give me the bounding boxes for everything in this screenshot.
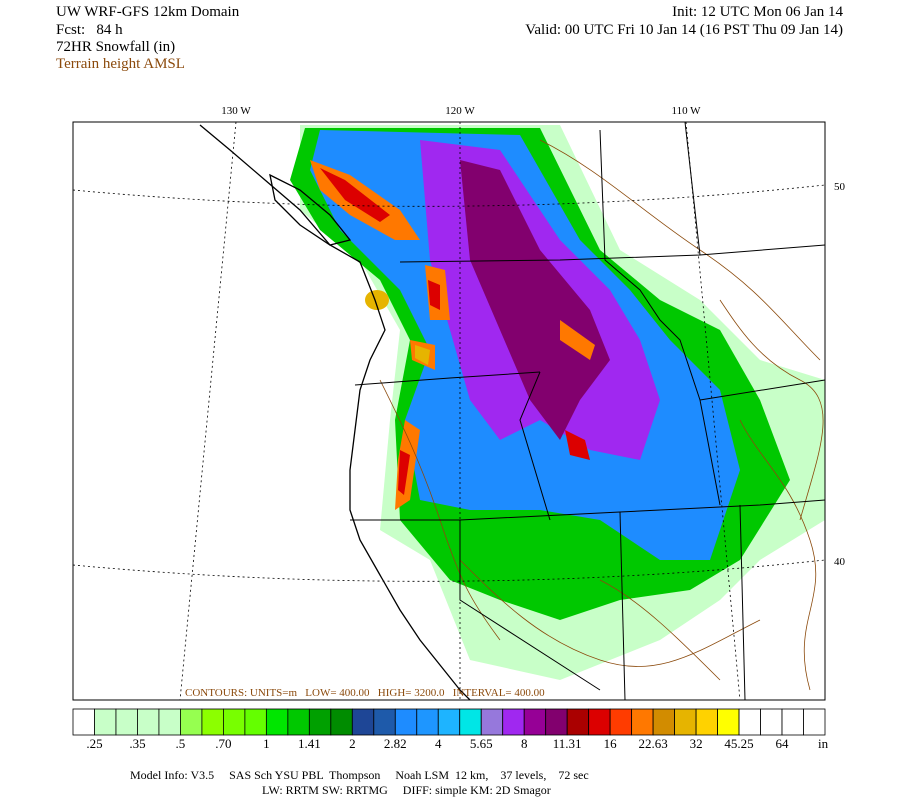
- colorbar-swatch: [695, 708, 718, 736]
- colorbar-swatch: [158, 708, 181, 736]
- forecast-hour: Fcst: 84 h: [56, 22, 123, 38]
- field-name: 72HR Snowfall (in): [56, 39, 175, 55]
- colorbar-swatch: [609, 708, 633, 736]
- borders: [350, 122, 825, 700]
- colorbar-label: .5: [176, 736, 186, 751]
- snow-orange: [310, 160, 595, 510]
- snow-gold: [365, 290, 430, 365]
- colorbar-swatch: [781, 708, 804, 736]
- colorbar-swatch: [351, 708, 375, 736]
- colorbar-swatch: [652, 708, 675, 736]
- colorbar-swatch: [717, 708, 740, 736]
- colorbar-swatch: [545, 708, 568, 736]
- colorbar-label: .25: [86, 736, 102, 751]
- colorbar-swatch: [459, 708, 482, 736]
- snow-dark-purple: [460, 160, 610, 440]
- lon-label: 110 W: [671, 105, 701, 117]
- graticule: [73, 122, 825, 700]
- colorbar-swatch: [803, 708, 826, 736]
- colorbar-swatch: [330, 708, 353, 736]
- colorbar-swatch: [523, 708, 547, 736]
- colorbar-swatch: [631, 708, 654, 736]
- colorbar-swatch: [222, 708, 246, 736]
- colorbar-label: .35: [129, 736, 145, 751]
- colorbar-label: 1.41: [298, 736, 321, 751]
- title: UW WRF-GFS 12km Domain: [56, 4, 240, 20]
- colorbar-swatch: [265, 708, 289, 736]
- colorbar-label: .70: [215, 736, 231, 751]
- colorbar-swatch: [416, 708, 439, 736]
- colorbar-label: 45.25: [724, 736, 753, 751]
- colorbar-swatch: [180, 708, 203, 736]
- colorbar-label: 5.65: [470, 736, 493, 751]
- colorbar-label: 16: [604, 736, 618, 751]
- colorbar-swatch: [502, 708, 525, 736]
- map-frame: [72, 121, 826, 701]
- colorbar-swatch: [244, 708, 267, 736]
- colorbar-swatch: [373, 708, 396, 736]
- contour-field: Terrain height AMSL: [56, 56, 185, 72]
- colorbar-swatch: [201, 708, 224, 736]
- lon-label: 120 W: [445, 105, 475, 117]
- colorbar-unit: in: [818, 736, 829, 751]
- colorbar-swatch: [72, 708, 95, 736]
- init-time: Init: 12 UTC Mon 06 Jan 14: [672, 4, 843, 20]
- colorbar-label: 4: [435, 736, 442, 751]
- colorbar-swatch: [94, 708, 117, 736]
- colorbar-label: 22.63: [638, 736, 667, 751]
- colorbar: .25 .35 .5 .70 1 1.41 2 2.82 4 5.65 8 11.31 16 22.63 3…: [72, 708, 826, 751]
- colorbar-swatch: [437, 708, 461, 736]
- colorbar-label: 8: [521, 736, 528, 751]
- colorbar-swatch: [287, 708, 310, 736]
- model-info: Model Info: V3.5 SAS Sch YSU PBL Thompso…: [130, 768, 589, 782]
- colorbar-swatch: [308, 708, 332, 736]
- colorbar-swatch: [738, 708, 761, 736]
- lon-label: 130 W: [221, 105, 251, 117]
- colorbar-swatch: [394, 708, 418, 736]
- colorbar-label: 11.31: [553, 736, 582, 751]
- snow-red: [320, 168, 590, 495]
- colorbar-swatch: [674, 708, 697, 736]
- colorbar-label: 1: [263, 736, 270, 751]
- colorbar-swatch: [137, 708, 160, 736]
- colorbar-label: 2.82: [384, 736, 407, 751]
- model-info: LW: RRTM SW: RRTMG DIFF: simple KM: 2D S…: [262, 783, 551, 797]
- colorbar-swatch: [566, 708, 590, 736]
- colorbar-label: 32: [690, 736, 703, 751]
- valid-time: Valid: 00 UTC Fri 10 Jan 14 (16 PST Thu …: [525, 22, 843, 38]
- coastline: [199, 124, 471, 700]
- colorbar-swatch: [760, 708, 783, 736]
- colorbar-label: 64: [776, 736, 790, 751]
- colorbar-label: 2: [349, 736, 356, 751]
- contour-info: CONTOURS: UNITS=m LOW= 400.00 HIGH= 3200…: [185, 687, 545, 699]
- lat-label: 40: [834, 556, 846, 568]
- colorbar-swatch: [480, 708, 504, 736]
- colorbar-swatch: [588, 708, 611, 736]
- map: CONTOURS: UNITS=m LOW= 400.00 HIGH= 3200…: [72, 121, 826, 701]
- lat-label: 50: [834, 181, 846, 193]
- colorbar-swatch: [115, 708, 138, 736]
